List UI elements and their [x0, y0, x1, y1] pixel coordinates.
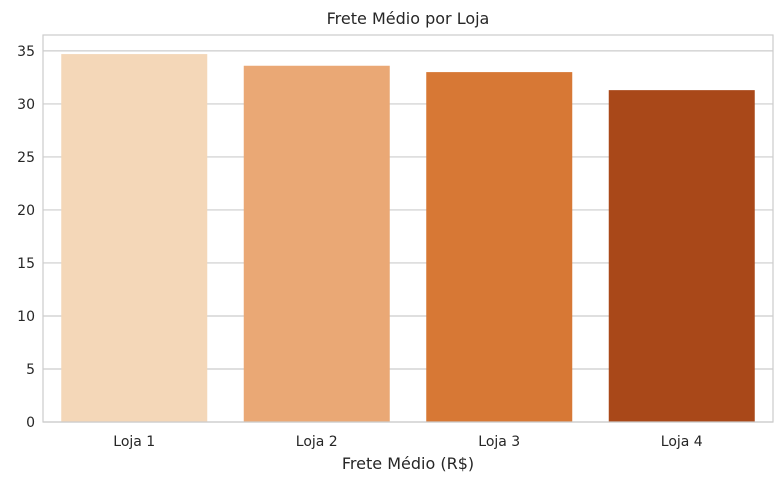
y-tick-label: 30 [17, 97, 35, 113]
x-tick-label: Loja 4 [661, 434, 703, 450]
bars [61, 54, 755, 422]
y-tick-label: 20 [17, 203, 35, 219]
x-tick-label: Loja 3 [478, 434, 520, 450]
bar-loja-1 [61, 54, 208, 422]
y-axis-ticks: 0 5 10 15 20 25 30 35 [17, 44, 35, 431]
y-tick-label: 15 [17, 256, 35, 272]
chart-title: Frete Médio por Loja [327, 9, 490, 28]
bar-loja-3 [426, 72, 573, 422]
y-tick-label: 25 [17, 150, 35, 166]
x-tick-label: Loja 2 [296, 434, 338, 450]
x-axis-ticks: Loja 1 Loja 2 Loja 3 Loja 4 [113, 434, 703, 450]
x-tick-label: Loja 1 [113, 434, 155, 450]
y-tick-label: 10 [17, 309, 35, 325]
x-axis-title: Frete Médio (R$) [342, 454, 474, 473]
plot-frame [42, 34, 774, 423]
bar-loja-2 [243, 65, 390, 422]
y-tick-label: 0 [26, 415, 35, 431]
bar-loja-4 [608, 90, 755, 422]
y-tick-label: 5 [26, 362, 35, 378]
y-tick-label: 35 [17, 44, 35, 60]
